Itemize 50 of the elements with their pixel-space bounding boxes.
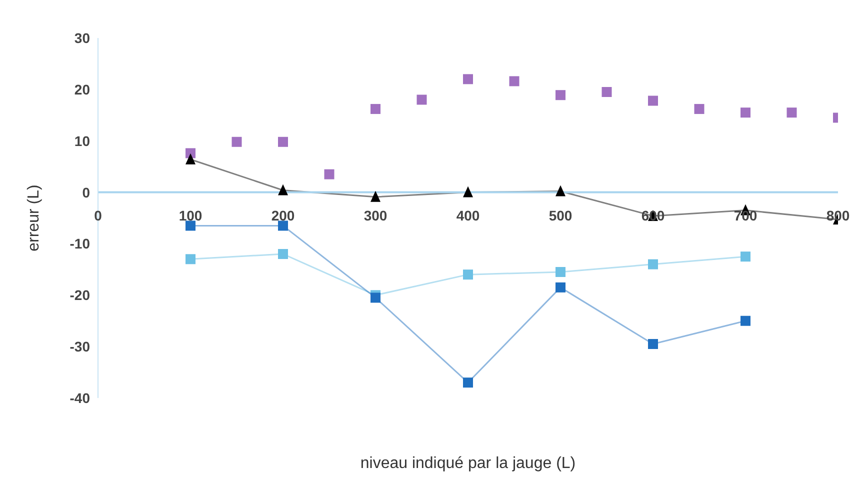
point xyxy=(186,254,196,264)
y-tick-label: -30 xyxy=(70,338,90,355)
y-tick-label: -40 xyxy=(70,390,90,406)
point xyxy=(556,282,566,292)
point xyxy=(232,136,242,147)
point xyxy=(186,148,196,158)
point xyxy=(463,74,473,84)
x-tick-label: 700 xyxy=(734,207,758,224)
point xyxy=(370,104,380,114)
x-tick-label: 500 xyxy=(548,207,572,224)
point xyxy=(186,153,196,164)
point xyxy=(740,108,750,118)
point xyxy=(740,316,750,326)
point xyxy=(463,186,473,198)
point xyxy=(648,96,658,106)
point xyxy=(463,270,473,280)
y-tick-label: -20 xyxy=(70,287,90,304)
point xyxy=(278,220,288,231)
point xyxy=(509,76,520,86)
point xyxy=(463,378,473,388)
y-tick-label: 10 xyxy=(74,132,90,149)
y-tick-label: 20 xyxy=(74,81,90,98)
point xyxy=(186,220,196,231)
x-tick-label: 400 xyxy=(456,207,480,224)
x-tick-label: 200 xyxy=(271,207,295,224)
point xyxy=(694,104,704,114)
point xyxy=(648,259,658,270)
point xyxy=(648,339,658,349)
y-tick-label: 0 xyxy=(82,184,90,200)
x-tick-label: 300 xyxy=(364,207,388,224)
point xyxy=(370,190,380,202)
point xyxy=(370,292,380,303)
x-tick-label: 0 xyxy=(94,207,102,224)
point xyxy=(786,108,797,118)
point xyxy=(278,249,288,259)
point xyxy=(556,267,566,277)
x-tick-label: 800 xyxy=(826,207,850,224)
y-tick-label: -10 xyxy=(70,236,90,252)
point xyxy=(324,169,334,180)
point xyxy=(416,94,427,105)
point xyxy=(278,184,288,196)
y-axis-title: erreur (L) xyxy=(26,184,43,252)
point xyxy=(556,90,566,100)
point xyxy=(556,185,566,196)
x-axis-title: niveau indiqué par la jauge (L) xyxy=(360,455,576,472)
point xyxy=(602,87,612,97)
x-tick-label: 100 xyxy=(178,207,202,224)
point xyxy=(740,252,750,262)
y-tick-label: 30 xyxy=(74,30,90,46)
point xyxy=(278,136,288,147)
